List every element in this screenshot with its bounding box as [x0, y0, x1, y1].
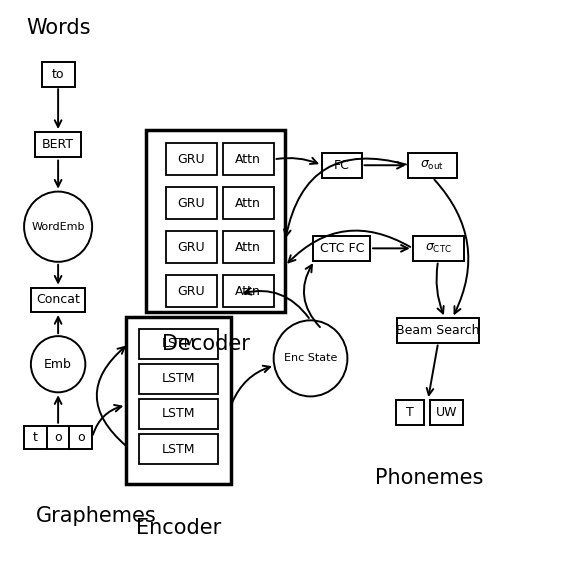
FancyBboxPatch shape — [139, 329, 218, 359]
Text: $\sigma_\mathrm{CTC}$: $\sigma_\mathrm{CTC}$ — [425, 242, 451, 255]
Text: CTC FC: CTC FC — [320, 242, 364, 255]
FancyBboxPatch shape — [397, 318, 479, 343]
FancyBboxPatch shape — [139, 399, 218, 429]
Text: Concat: Concat — [36, 293, 80, 306]
Text: Attn: Attn — [235, 153, 261, 166]
FancyBboxPatch shape — [166, 275, 217, 307]
FancyBboxPatch shape — [47, 426, 70, 449]
FancyBboxPatch shape — [166, 187, 217, 219]
FancyBboxPatch shape — [42, 62, 75, 87]
FancyBboxPatch shape — [166, 231, 217, 263]
Text: Phonemes: Phonemes — [376, 469, 484, 489]
FancyBboxPatch shape — [35, 132, 82, 157]
FancyBboxPatch shape — [31, 288, 85, 312]
Text: Attn: Attn — [235, 197, 261, 210]
FancyBboxPatch shape — [322, 153, 361, 178]
FancyBboxPatch shape — [223, 231, 274, 263]
Circle shape — [31, 336, 86, 392]
Text: Emb: Emb — [44, 358, 72, 370]
Text: o: o — [54, 431, 62, 444]
FancyBboxPatch shape — [223, 275, 274, 307]
Text: GRU: GRU — [178, 197, 205, 210]
Text: Decoder: Decoder — [162, 334, 250, 354]
Circle shape — [24, 192, 92, 262]
FancyBboxPatch shape — [223, 187, 274, 219]
FancyBboxPatch shape — [166, 143, 217, 175]
Text: LSTM: LSTM — [162, 443, 196, 456]
Text: Graphemes: Graphemes — [35, 506, 156, 526]
FancyBboxPatch shape — [70, 426, 92, 449]
Text: GRU: GRU — [178, 153, 205, 166]
Text: GRU: GRU — [178, 285, 205, 298]
FancyBboxPatch shape — [223, 143, 274, 175]
FancyBboxPatch shape — [413, 236, 463, 260]
FancyBboxPatch shape — [139, 434, 218, 465]
FancyBboxPatch shape — [396, 400, 424, 425]
Text: Encoder: Encoder — [136, 518, 221, 538]
Circle shape — [274, 320, 347, 396]
FancyBboxPatch shape — [314, 236, 370, 260]
FancyBboxPatch shape — [408, 153, 457, 178]
Text: Attn: Attn — [235, 240, 261, 253]
Text: UW: UW — [436, 406, 457, 419]
Text: o: o — [77, 431, 84, 444]
Text: LSTM: LSTM — [162, 407, 196, 420]
Text: Words: Words — [26, 18, 91, 38]
Text: GRU: GRU — [178, 240, 205, 253]
Text: Enc State: Enc State — [284, 353, 337, 363]
Text: BERT: BERT — [42, 138, 74, 151]
Text: Attn: Attn — [235, 285, 261, 298]
Text: LSTM: LSTM — [162, 372, 196, 385]
Text: LSTM: LSTM — [162, 338, 196, 350]
Text: FC: FC — [334, 159, 349, 172]
FancyBboxPatch shape — [146, 130, 285, 312]
FancyBboxPatch shape — [430, 400, 463, 425]
Text: t: t — [33, 431, 38, 444]
FancyBboxPatch shape — [24, 426, 47, 449]
Text: $\sigma_\mathrm{out}$: $\sigma_\mathrm{out}$ — [421, 159, 445, 172]
Text: T: T — [406, 406, 414, 419]
Text: WordEmb: WordEmb — [31, 222, 85, 232]
FancyBboxPatch shape — [139, 363, 218, 394]
Text: to: to — [52, 68, 64, 81]
Text: Beam Search: Beam Search — [396, 324, 480, 337]
FancyBboxPatch shape — [126, 318, 231, 484]
